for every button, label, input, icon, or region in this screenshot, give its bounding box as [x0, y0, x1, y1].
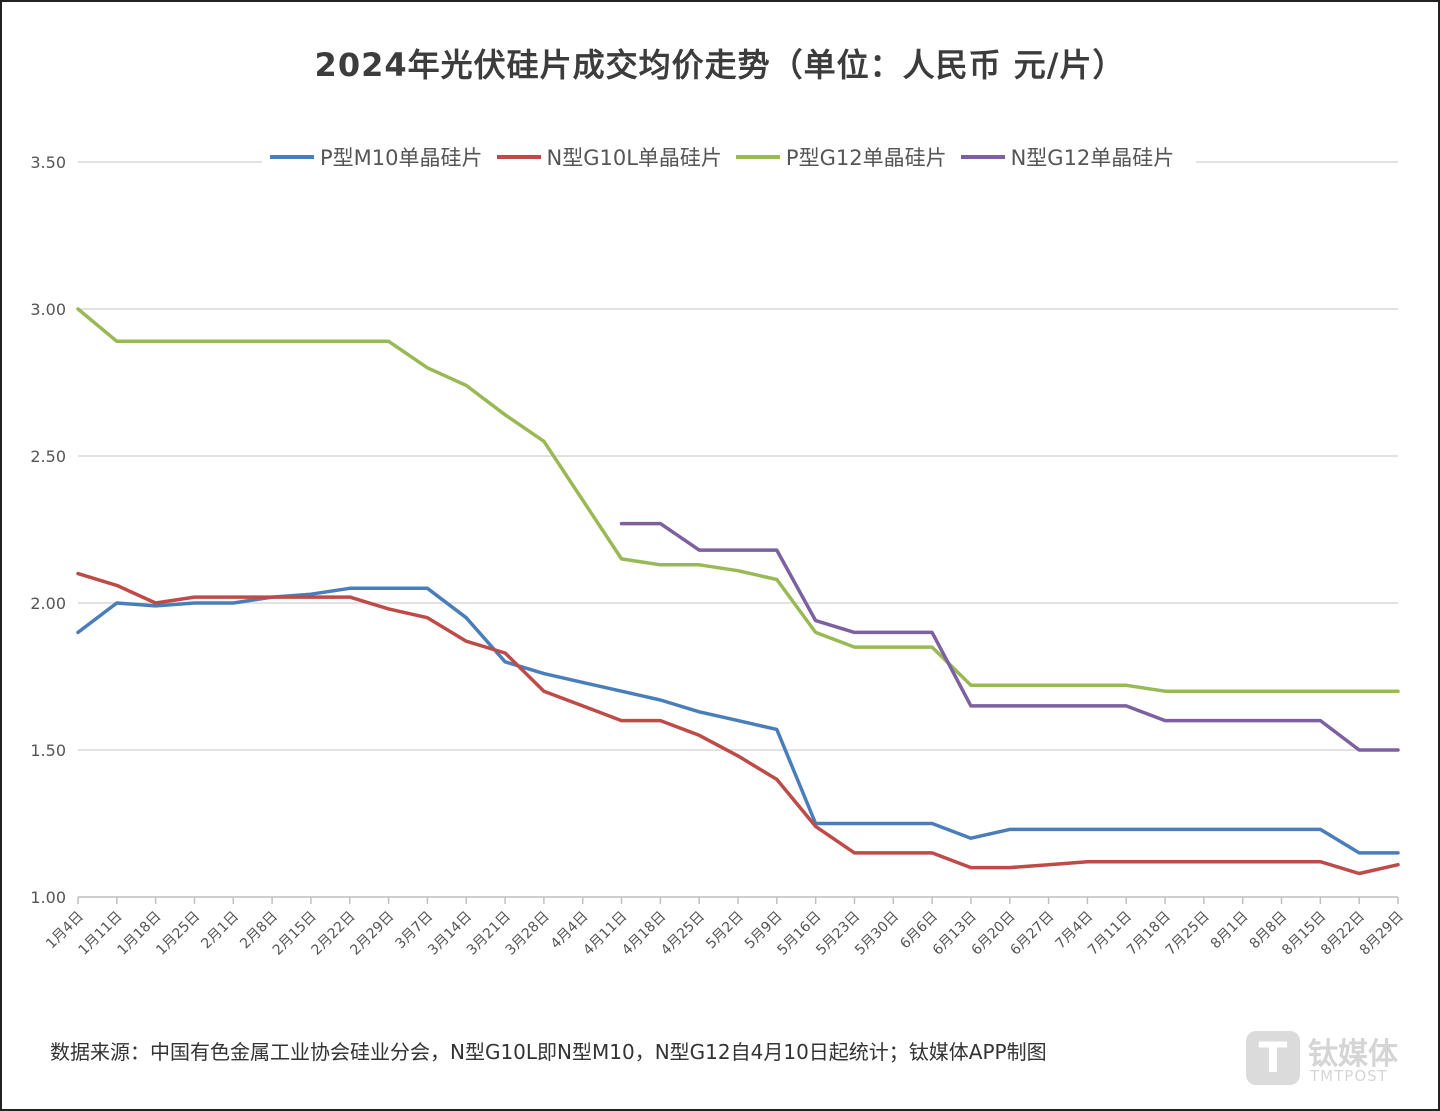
- x-tick-label: 2月1日: [198, 909, 242, 953]
- legend-item-n-g12: N型G12单晶硅片: [960, 142, 1175, 172]
- legend-swatch: [960, 155, 1005, 159]
- legend-item-n-g10l: N型G10L单晶硅片: [496, 142, 722, 172]
- chart-title: 2024年光伏硅片成交均价走势（单位：人民币 元/片）: [314, 46, 1126, 84]
- series-line-0: [76, 586, 1400, 855]
- x-tick-label: 1月25日: [153, 909, 203, 959]
- chart-legend: P型M10单晶硅片 N型G10L单晶硅片 P型G12单晶硅片 N型G12单晶硅片: [262, 142, 1197, 172]
- series-line-2: [76, 307, 1400, 693]
- x-tick-label: 5月2日: [703, 909, 747, 953]
- x-tick-label: 7月25日: [1163, 909, 1213, 959]
- legend-label: N型G12单晶硅片: [1010, 146, 1175, 170]
- series-line-1: [76, 571, 1400, 876]
- y-tick-label: 3.00: [30, 300, 66, 319]
- watermark-name-en: TMTPOST: [1310, 1067, 1388, 1085]
- legend-label: P型G12单晶硅片: [785, 146, 947, 170]
- y-tick-label: 1.50: [30, 741, 66, 760]
- y-tick-label: 3.50: [30, 153, 66, 172]
- x-tick-label: 8月29日: [1357, 909, 1407, 959]
- x-tick-label: 5月30日: [852, 909, 902, 959]
- watermark-name-cn: 钛媒体: [1308, 1037, 1398, 1072]
- tmtpost-watermark: T 钛媒体 TMTPOST: [1246, 1031, 1398, 1087]
- legend-label: N型G10L单晶硅片: [546, 146, 722, 170]
- legend-item-p-m10: P型M10单晶硅片: [270, 142, 483, 172]
- y-tick-label: 2.00: [30, 594, 66, 613]
- legend-item-p-g12: P型G12单晶硅片: [735, 142, 947, 172]
- legend-swatch: [270, 155, 314, 159]
- tmtpost-logo-icon: T: [1246, 1031, 1300, 1085]
- legend-swatch: [496, 155, 541, 159]
- data-source-note: 数据来源：中国有色金属工业协会硅业分会，N型G10L即N型M10，N型G12自4…: [50, 1040, 1047, 1064]
- x-tick-label: 6月27日: [1007, 909, 1057, 959]
- x-tick-label: 4月25日: [658, 909, 708, 959]
- x-tick-label: 8月1日: [1208, 909, 1252, 953]
- legend-label: P型M10单晶硅片: [320, 146, 483, 170]
- series-line-3: [619, 521, 1400, 752]
- y-tick-label: 2.50: [30, 447, 66, 466]
- y-tick-label: 1.00: [30, 888, 66, 907]
- x-tick-label: 3月28日: [503, 909, 553, 959]
- x-tick-label: 2月29日: [347, 909, 397, 959]
- legend-swatch: [735, 155, 780, 159]
